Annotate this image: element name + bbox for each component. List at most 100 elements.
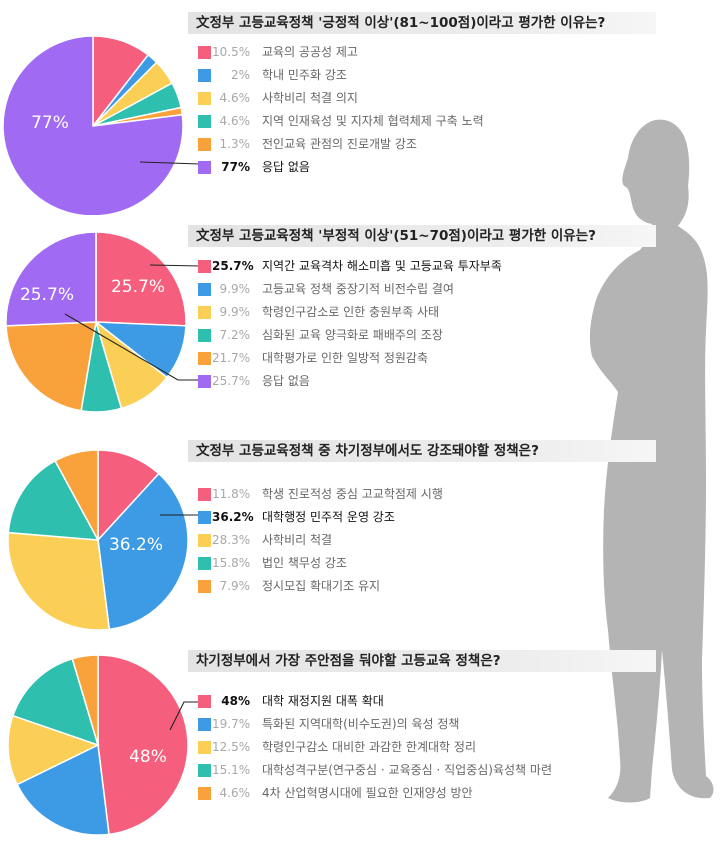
legend-swatch (198, 534, 211, 547)
legend-swatch (198, 115, 211, 128)
legend-label: 학내 민주화 강조 (262, 68, 347, 82)
legend-item: 11.8% 학생 진로적성 중심 고교학점제 시행 (198, 487, 528, 510)
legend-item: 36.2% 대학행정 민주적 운영 강조 (198, 510, 528, 533)
legend-swatch (198, 695, 211, 708)
legend: 25.7% 지역간 교육격차 해소미흡 및 고등교육 투자부족 9.9% 고등교육 정… (198, 259, 528, 397)
pie-slice-blue-slice (97, 472, 189, 631)
legend-swatch (198, 718, 211, 731)
legend: 11.8% 학생 진로적성 중심 고교학점제 시행 36.2% 대학행정 민주적 운영… (198, 487, 528, 602)
legend-label: 대학평가로 인한 일방적 정원감축 (262, 351, 429, 365)
pie-data-label: 77% (31, 113, 69, 133)
leader-line (149, 264, 200, 267)
legend-value: 1.3% (219, 137, 251, 151)
pie-slice-orange-slice (54, 449, 99, 541)
legend-swatch (198, 283, 211, 296)
legend-item: 7.2% 심화된 교육 양극화로 패배주의 조장 (198, 328, 528, 351)
legend-swatch (198, 741, 211, 754)
legend-item: 25.7% 지역간 교육격차 해소미흡 및 고등교육 투자부족 (198, 259, 528, 282)
legend-swatch (198, 787, 211, 800)
pie-data-label: 25.7% (111, 277, 165, 297)
pie-chart-4: 48% (7, 654, 200, 836)
legend-label: 특화된 지역대학(비수도권)의 육성 정책 (262, 717, 460, 731)
legend-swatch (198, 375, 211, 388)
legend-value: 4.6% (219, 114, 251, 128)
legend-label: 사학비리 척결 의지 (262, 91, 358, 105)
pie-chart-1: 77% (2, 35, 200, 215)
legend-item: 15.8% 법인 책무성 강조 (198, 556, 528, 579)
legend-label: 사학비리 척결 (262, 533, 333, 547)
legend-item: 1.3% 전인교육 관점의 진로개발 강조 (198, 137, 528, 160)
chart-panel-2: 文정부 고등교육정책 '부정적 이상'(51~70점)이라고 평가한 이유는? … (5, 225, 656, 413)
legend-value: 36.2% (212, 510, 254, 524)
legend-label: 심화된 교육 양극화로 패배주의 조장 (262, 328, 443, 342)
legend-swatch (198, 488, 211, 501)
leader-line (169, 701, 200, 731)
legend-swatch (198, 580, 211, 593)
legend-label: 지역 인재육성 및 지자체 협력체제 구축 노력 (262, 114, 484, 128)
legend-swatch (198, 138, 211, 151)
pie-slice-orange-slice (71, 654, 99, 746)
chart-title: 文정부 고등교육정책 '긍정적 이상'(81~100점)이라고 평가한 이유는? (188, 12, 656, 34)
pie-slice-teal-slice (7, 459, 100, 541)
legend-value: 25.7% (212, 259, 254, 273)
legend-value: 4.6% (219, 91, 251, 105)
legend-value: 21.7% (212, 351, 251, 365)
pie-slice-yellow-slice (7, 531, 111, 631)
pie-slice-teal-slice (11, 657, 100, 747)
pie-slice-orange-slice (5, 321, 97, 412)
legend-swatch (198, 260, 211, 273)
legend-value: 15.8% (212, 556, 251, 570)
pie-slice-pink-slice (95, 231, 187, 327)
legend-label: 법인 책무성 강조 (262, 556, 347, 570)
legend-label: 4차 산업혁명시대에 필요한 인재양성 방안 (262, 786, 473, 800)
legend-item: 21.7% 대학평가로 인한 일방적 정원감축 (198, 351, 528, 374)
legend-value: 7.2% (219, 328, 251, 342)
pie-slice-pink-slice (97, 654, 189, 836)
legend-label: 고등교육 정책 중장기적 비전수립 결여 (262, 282, 454, 296)
legend-label: 학령인구감소로 인한 충원부족 사태 (262, 305, 440, 319)
legend-value: 28.3% (212, 533, 251, 547)
legend-item: 25.7% 응답 없음 (198, 374, 528, 397)
pie-slice-yellow-slice (7, 714, 100, 786)
legend-label: 응답 없음 (262, 374, 310, 388)
legend-label: 응답 없음 (262, 160, 310, 174)
legend-label: 정시모집 확대기조 유지 (262, 579, 381, 593)
legend-item: 28.3% 사학비리 척결 (198, 533, 528, 556)
chart-title: 차기정부에서 가장 주안점을 둬야할 고등교육 정책은? (188, 650, 656, 672)
chart-panel-3: 文정부 고등교육정책 중 차기정부에서도 강조돼야할 정책은? 36.2% 11… (7, 440, 656, 631)
legend-value: 25.7% (212, 374, 251, 388)
legend-item: 12.5% 학령인구감소 대비한 과감한 한계대학 정리 (198, 740, 528, 763)
legend-value: 11.8% (212, 487, 251, 501)
pie-data-label: 48% (129, 747, 167, 767)
legend-swatch (198, 92, 211, 105)
legend-swatch (198, 511, 211, 524)
chart-title: 文정부 고등교육정책 '부정적 이상'(51~70점)이라고 평가한 이유는? (188, 225, 656, 247)
pie-chart-3: 36.2% (7, 449, 200, 631)
legend-label: 지역간 교육격차 해소미흡 및 고등교육 투자부족 (262, 259, 502, 273)
pie-slice-purple-slice (5, 231, 97, 327)
chart-title: 文정부 고등교육정책 중 차기정부에서도 강조돼야할 정책은? (188, 440, 656, 462)
legend-swatch (198, 764, 211, 777)
legend-value: 48% (221, 694, 250, 708)
legend-item: 48% 대학 재정지원 대폭 확대 (198, 694, 528, 717)
legend-label: 대학행정 민주적 운영 강조 (262, 510, 395, 524)
legend-swatch (198, 306, 211, 319)
legend-value: 7.9% (219, 579, 251, 593)
legend-item: 10.5% 교육의 공공성 제고 (198, 45, 528, 68)
pie-slice-purple-slice (2, 35, 184, 215)
legend-label: 대학 재정지원 대폭 확대 (262, 694, 384, 708)
legend-item: 4.6% 4차 산업혁명시대에 필요한 인재양성 방안 (198, 786, 528, 809)
legend-value: 10.5% (212, 45, 251, 59)
leader-line (64, 313, 200, 381)
legend-swatch (198, 46, 211, 59)
legend: 48% 대학 재정지원 대폭 확대 19.7% 특화된 지역대학(비수도권)의 육성 … (198, 694, 552, 809)
legend-value: 15.1% (212, 763, 251, 777)
chart-panel-1: 文정부 고등교육정책 '긍정적 이상'(81~100점)이라고 평가한 이유는?… (0, 0, 726, 215)
legend-item: 77% 응답 없음 (198, 160, 528, 183)
legend-value: 19.7% (212, 717, 251, 731)
pie-slice-pink-slice (97, 449, 160, 542)
pie-chart-2: 25.7% 25.7% (5, 231, 200, 413)
legend-value: 2% (230, 68, 250, 82)
legend-item: 19.7% 특화된 지역대학(비수도권)의 육성 정책 (198, 717, 528, 740)
